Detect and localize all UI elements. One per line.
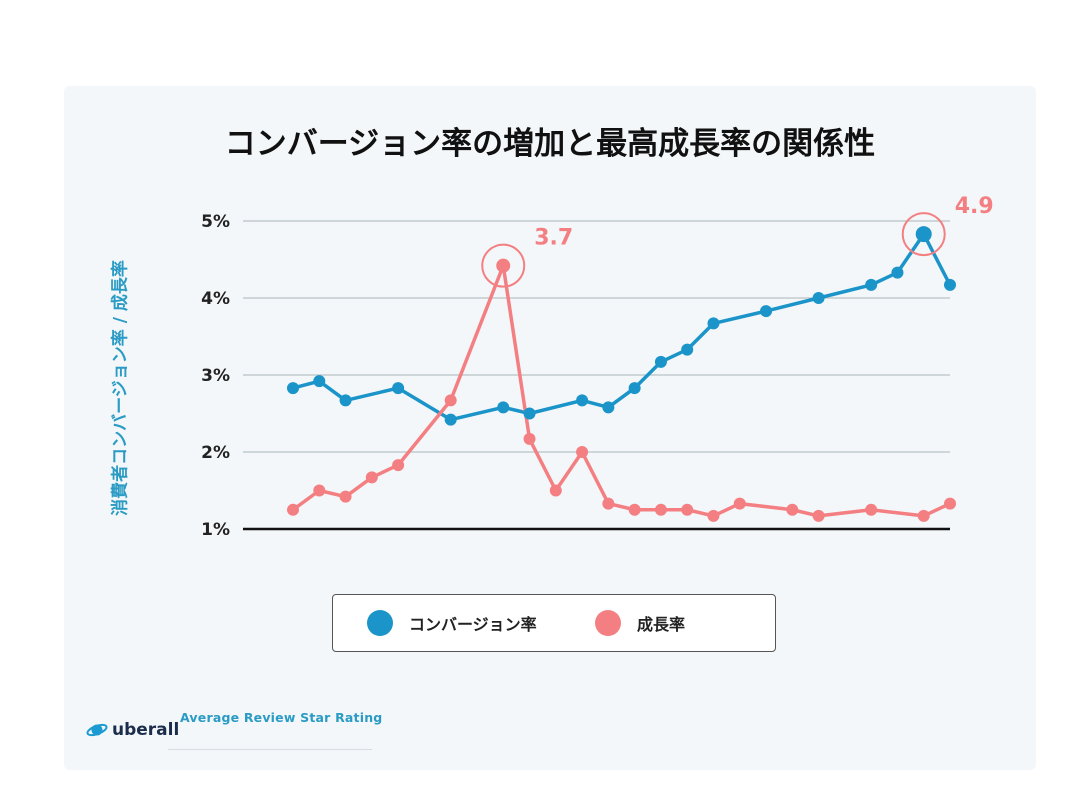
growth-point	[733, 497, 746, 510]
growth-point	[339, 490, 352, 503]
growth-point	[444, 394, 457, 407]
growth-point	[602, 497, 615, 510]
conversion-point	[523, 407, 536, 420]
growth-point	[812, 509, 825, 522]
growth-point	[549, 484, 562, 497]
growth-point	[865, 503, 878, 516]
legend-item-conversion: コンバージョン率	[367, 595, 537, 651]
conversion-point	[865, 278, 878, 291]
legend-label-conversion: コンバージョン率	[409, 615, 537, 634]
conversion-point	[628, 382, 641, 395]
chart-card	[64, 86, 1036, 770]
y-tick-label: 1%	[201, 520, 230, 540]
legend-marker-conversion	[367, 610, 393, 636]
conversion-point	[602, 401, 615, 414]
growth-point	[287, 503, 299, 516]
conversion-point	[576, 394, 589, 407]
growth-point	[313, 484, 326, 497]
brand-logo: uberall	[86, 720, 179, 740]
data-annotation-label: 4.9	[955, 194, 994, 219]
highlighted-point	[496, 258, 511, 273]
y-tick-label: 3%	[201, 366, 230, 386]
conversion-point	[944, 278, 956, 291]
conversion-point	[707, 317, 720, 330]
conversion-point	[287, 382, 299, 395]
growth-point	[654, 503, 667, 516]
legend-item-growth: 成長率	[595, 595, 685, 651]
highlight-ring	[481, 243, 526, 288]
y-tick-label: 2%	[201, 443, 230, 463]
growth-point	[523, 432, 536, 445]
conversion-point	[681, 343, 694, 356]
footer-divider	[168, 749, 372, 750]
conversion-point	[812, 292, 825, 304]
growth-point	[944, 497, 956, 510]
conversion-point	[654, 355, 667, 368]
y-tick-label: 4%	[201, 289, 230, 309]
growth-point	[392, 459, 405, 472]
growth-point	[707, 509, 720, 522]
conversion-point	[392, 382, 405, 395]
growth-point	[365, 471, 378, 484]
conversion-point	[760, 305, 773, 318]
footer-caption: Average Review Star Rating	[180, 710, 383, 725]
legend-marker-growth	[595, 610, 621, 636]
conversion-point	[444, 413, 457, 426]
conversion-point	[497, 401, 510, 414]
growth-point	[786, 503, 799, 516]
conversion-point	[891, 266, 904, 279]
chart-legend: コンバージョン率 成長率	[332, 594, 776, 652]
growth-point	[681, 503, 694, 516]
chart-title: コンバージョン率の増加と最高成長率の関係性	[224, 126, 876, 162]
conversion-line	[292, 232, 952, 422]
growth-point	[628, 503, 641, 516]
conversion-point	[339, 394, 352, 407]
highlighted-point	[915, 226, 932, 243]
growth-point	[917, 509, 930, 522]
growth-point	[576, 446, 589, 458]
conversion-point	[313, 375, 326, 388]
planet-icon	[86, 723, 108, 737]
y-tick-label: 5%	[201, 212, 230, 232]
legend-label-growth: 成長率	[637, 615, 686, 634]
highlight-ring	[901, 212, 946, 257]
data-annotation-label: 3.7	[534, 226, 573, 251]
brand-name: uberall	[112, 720, 180, 740]
